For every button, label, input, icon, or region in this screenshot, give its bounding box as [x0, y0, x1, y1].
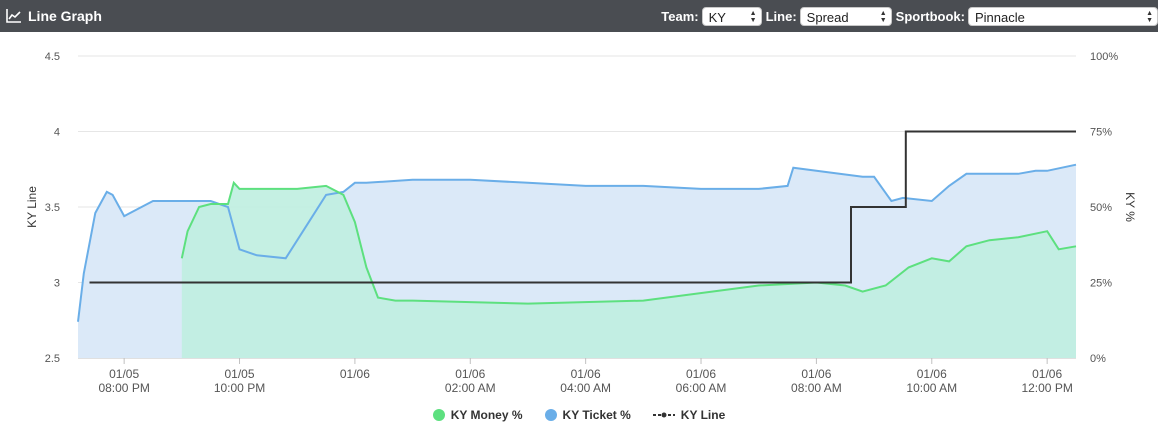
title-wrap: Line Graph [6, 0, 102, 32]
select-arrows-icon: ▲ ▼ [879, 9, 887, 24]
x-tick-label-date: 01/05 [225, 367, 255, 381]
y-left-tick-label: 3.5 [45, 202, 60, 214]
header-bar: Line Graph Team: KY ▲ ▼ Line: Spread ▲ ▼ S… [0, 0, 1158, 32]
y-right-tick-label: 0% [1090, 353, 1106, 365]
sportsbook-label: Sportbook: [895, 8, 965, 24]
x-tick-label-time: 12:00 PM [1021, 381, 1072, 395]
page-title: Line Graph [28, 8, 102, 24]
ky-line-series [89, 130, 1076, 284]
y-left-tick-label: 4.5 [45, 51, 60, 63]
line-select-value: Spread [806, 9, 849, 25]
money-area [181, 182, 1077, 358]
x-tick-label-date: 01/06 [917, 367, 947, 381]
x-tick-label-time: 06:00 AM [676, 381, 727, 395]
line-graph: 2.5 3 3.5 4 4.5 0% 25% 50% 75% 100% KY Line KY % 01/… [25, 51, 1137, 395]
x-tick-label-time: 10:00 AM [906, 381, 957, 395]
select-arrows-icon: ▲ ▼ [749, 9, 757, 24]
select-arrows-icon: ▲ ▼ [1146, 9, 1153, 24]
x-tick-label-date: 01/05 [109, 367, 139, 381]
x-tick-label-date: 01/06 [340, 367, 370, 381]
ticket-dot-icon [544, 409, 557, 421]
line-chart-icon [6, 9, 21, 23]
x-tick-label-time: 08:00 PM [98, 381, 149, 395]
y-right-tick-label: 50% [1090, 202, 1112, 214]
line-marker-icon [652, 412, 675, 418]
y-left-tick-label: 2.5 [45, 353, 60, 365]
x-tick-label-time: 02:00 AM [445, 381, 496, 395]
y-right-tick-label: 25% [1090, 278, 1112, 290]
money-dot-icon [432, 409, 445, 421]
sportsbook-select-value: Pinnacle [975, 9, 1025, 25]
legend: KY Money % KY Ticket % KY Line [0, 408, 1158, 422]
y-right-tick-label: 75% [1090, 127, 1112, 139]
x-tick-label-date: 01/06 [571, 367, 601, 381]
y-right-tick-label: 100% [1090, 51, 1118, 63]
x-tick-label-date: 01/06 [686, 367, 716, 381]
sportsbook-select[interactable]: Pinnacle ▲ ▼ [968, 6, 1158, 26]
controls: Team: KY ▲ ▼ Line: Spread ▲ ▼ Sportbook: P… [661, 0, 1158, 32]
team-select-value: KY [708, 9, 726, 25]
legend-ticket-label: KY Ticket % [562, 408, 631, 422]
ticket-series-line [77, 163, 1077, 322]
legend-money[interactable]: KY Money % [432, 408, 523, 422]
team-select[interactable]: KY ▲ ▼ [701, 6, 762, 26]
x-tick-label-time: 10:00 PM [214, 381, 265, 395]
y-left-tick-label: 4 [54, 127, 60, 139]
x-tick-label-time: 04:00 AM [560, 381, 611, 395]
x-tick-label-time: 08:00 AM [791, 381, 842, 395]
legend-ticket[interactable]: KY Ticket % [544, 408, 631, 422]
line-select[interactable]: Spread ▲ ▼ [799, 6, 892, 26]
x-tick-label-date: 01/06 [801, 367, 831, 381]
y-right-axis-title: KY % [1123, 192, 1137, 222]
y-left-tick-label: 3 [54, 278, 60, 290]
legend-line[interactable]: KY Line [652, 408, 726, 422]
legend-line-label: KY Line [680, 408, 726, 422]
money-series-line [180, 180, 1077, 305]
y-left-axis-title: KY Line [25, 186, 39, 228]
line-label: Line: [765, 8, 797, 24]
x-tick-label-date: 01/06 [455, 367, 485, 381]
legend-money-label: KY Money % [450, 408, 523, 422]
team-label: Team: [661, 8, 699, 24]
x-tick-label-date: 01/06 [1032, 367, 1062, 381]
